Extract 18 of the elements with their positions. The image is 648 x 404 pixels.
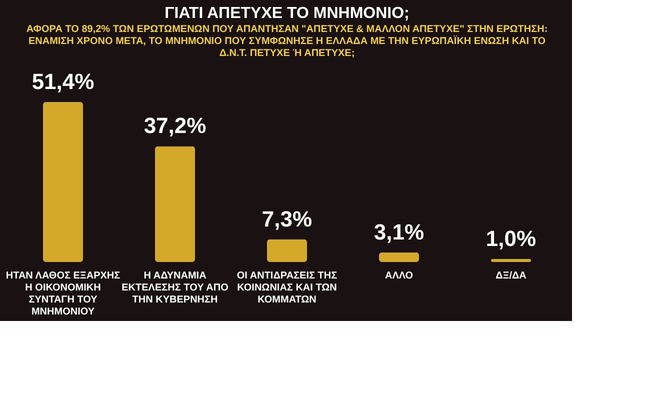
- data-label: 37,2%: [144, 113, 206, 138]
- x-tick-label: Η ΑΔΥΝΑΜΙΑ ΕΚΤΕΛΕΣΗΣ ΤΟΥ ΑΠΟ ΤΗΝ ΚΥΒΕΡΝΗΣΗ: [122, 270, 229, 306]
- bar: [379, 252, 419, 262]
- data-label: 3,1%: [374, 219, 424, 244]
- data-label: 7,3%: [262, 206, 312, 232]
- text: ΕΝΑΜΙΣΗ ΧΡΟΝΟ ΜΕΤΑ, ΤΟ ΜΝΗΜΟΝΙΟ ΠΟΥ ΣΥΜΦΩΝΗΣΕ Η ΕΛΛΑΔΑ ΜΕ ΤΗΝ ΕΥΡΩΠΑΪΚΗ ΕΝΩΣΗ ΚΑΙ ΤΟ Δ.Ν.Τ. ΠΕΤΥΧΕ Ή ΑΠΕΤΥΧΕ;: [28, 35, 546, 59]
- data-label: 51,4%: [32, 69, 94, 94]
- bar: [155, 146, 195, 262]
- chart-title: ΓΙΑΤΙ ΑΠΕΤΥΧΕ ΤΟ ΜΝΗΜΟΝΙΟ;: [164, 5, 410, 22]
- x-tick-label: ΟΙ ΑΝΤΙΔΡΑΣΕΙΣ ΤΗΣ ΚΟΙΝΩΝΙΑΣ ΚΑΙ ΤΩΝ ΚΟΜΜΑΤΩΝ: [236, 270, 338, 306]
- bar: [267, 239, 307, 262]
- bar: [43, 102, 83, 262]
- data-label: 1,0%: [486, 226, 536, 251]
- x-tick-label: ΗΤΑΝ ΛΑΘΟΣ ΕΞΑΡΧΗΣ Η ΟΙΚΟΝΟΜΙΚΗ ΣΥΝΤΑΓΗ ΤΟΥ ΜΝΗΜΟΝΙΟΥ: [6, 270, 120, 318]
- x-tick-label: ΑΛΛΟ: [384, 270, 414, 282]
- x-tick-label: ΔΞ/ΔΑ: [496, 270, 526, 282]
- bar: [491, 258, 531, 262]
- chart-subtitle: ΑΦΟΡΑ ΤΟ 89,2% ΤΩΝ ΕΡΩΤΩΜΕΝΩΝ ΠΟΥ ΑΠΑΝΤΗΣΑΝ "ΑΠΕΤΥΧΕ & ΜΑΛΛΟΝ ΑΠΕΤΥΧΕ" ΣΤΗΝ ΕΡΩΤΗΣΗ:: [26, 24, 548, 35]
